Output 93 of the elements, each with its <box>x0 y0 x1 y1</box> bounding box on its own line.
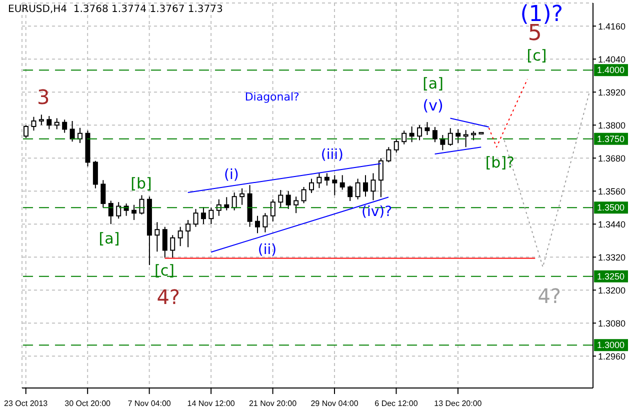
candlestick <box>386 146 392 163</box>
candlestick <box>54 118 60 130</box>
x-tick-label: 30 Oct 20:00 <box>64 399 112 407</box>
y-tick-label: 1.3320 <box>598 252 626 262</box>
candlestick <box>116 202 122 220</box>
candlestick <box>448 128 453 146</box>
annotation: 4? <box>156 285 180 309</box>
x-tick-label: 21 Nov 20:00 <box>248 399 298 407</box>
candlestick <box>232 192 237 211</box>
candlestick <box>200 206 206 225</box>
candlestick <box>240 188 245 206</box>
candlestick <box>316 172 322 189</box>
candlestick <box>193 208 198 228</box>
x-tick-label: 14 Nov 12:00 <box>187 399 236 407</box>
candlestick <box>38 114 44 126</box>
annotation: 3 <box>36 85 50 109</box>
candlestick <box>139 194 144 215</box>
candlestick <box>324 172 330 186</box>
annotation: Diagonal? <box>244 90 300 104</box>
candlestick <box>309 178 314 194</box>
y-tick-label: 1.4160 <box>598 21 626 32</box>
candlestick <box>340 174 345 190</box>
candlestick <box>31 116 36 132</box>
candlestick <box>417 124 422 141</box>
candlestick <box>471 130 476 141</box>
annotation: (i) <box>224 167 239 183</box>
x-tick-label: 7 Nov 04:00 <box>128 399 172 407</box>
candlestick <box>170 234 176 258</box>
ref-line-label: 1.3500 <box>597 202 625 213</box>
candlestick <box>92 160 98 189</box>
annotation: [a] <box>98 230 120 248</box>
candlestick <box>363 174 368 198</box>
candlestick <box>154 222 160 252</box>
ref-line-label: 1.3000 <box>597 340 625 350</box>
candlestick <box>262 212 268 233</box>
candlestick <box>100 180 106 208</box>
annotation: (v) <box>422 96 444 114</box>
candlestick <box>270 198 276 222</box>
candlestick <box>278 190 284 208</box>
x-tick-label: 29 Nov 04:00 <box>310 399 359 407</box>
ref-line-label: 1.3250 <box>597 271 625 282</box>
y-tick-label: 1.3200 <box>598 285 626 296</box>
y-tick-label: 1.3440 <box>598 219 626 230</box>
annotation: [c] <box>154 262 174 280</box>
x-tick-label: 13 Dec 20:00 <box>434 399 482 407</box>
candlestick <box>224 196 230 211</box>
candlestick <box>294 196 299 214</box>
annotation: 4? <box>538 284 562 308</box>
candlestick <box>463 130 468 148</box>
candlestick <box>402 130 407 145</box>
annotation: [b] <box>130 174 152 192</box>
annotation: (iii) <box>320 147 344 163</box>
candlestick <box>78 127 83 144</box>
candlestick <box>254 215 260 234</box>
annotation: (ii) <box>258 242 277 258</box>
candlestick <box>394 138 399 154</box>
candlestick <box>132 204 137 220</box>
candlestick <box>432 126 438 143</box>
candlestick <box>208 207 214 225</box>
candlestick <box>108 200 114 225</box>
candlestick <box>332 174 338 196</box>
candlestick <box>178 226 183 247</box>
x-tick-label: 6 Dec 12:00 <box>374 399 418 407</box>
chart-title: EURUSD,H4 1.3768 1.3774 1.3767 1.3773 <box>8 4 223 15</box>
x-tick-label: 23 Oct 2013 <box>4 399 48 407</box>
candlestick <box>162 226 168 258</box>
annotation: (iv)? <box>362 204 392 220</box>
y-tick-label: 1.4040 <box>598 54 626 64</box>
candlestick <box>70 120 75 142</box>
y-tick-label: 1.3800 <box>598 120 626 130</box>
annotation: [b]? <box>485 154 515 172</box>
annotation: [c] <box>526 46 547 64</box>
candlestick <box>301 186 306 204</box>
candlestick <box>24 124 28 139</box>
candlestick <box>62 119 68 134</box>
y-tick-label: 1.2960 <box>598 351 626 362</box>
candlestick <box>409 126 414 143</box>
y-tick-label: 1.3920 <box>598 87 626 98</box>
candlestick <box>378 158 384 198</box>
annotation: [a] <box>422 74 444 92</box>
candlestick <box>348 185 353 202</box>
candlestick <box>370 172 376 201</box>
y-tick-label: 1.3560 <box>598 186 626 196</box>
candlestick <box>424 122 430 136</box>
ref-line-label: 1.3750 <box>597 134 625 144</box>
ref-line-label: 1.4000 <box>597 65 625 76</box>
y-tick-label: 1.3080 <box>598 318 626 328</box>
candlestick <box>186 219 191 248</box>
candlestick <box>46 116 52 130</box>
candlestick <box>286 190 291 210</box>
candlestick <box>355 178 360 200</box>
y-tick-label: 1.3680 <box>598 153 626 164</box>
candlestick <box>456 128 461 144</box>
